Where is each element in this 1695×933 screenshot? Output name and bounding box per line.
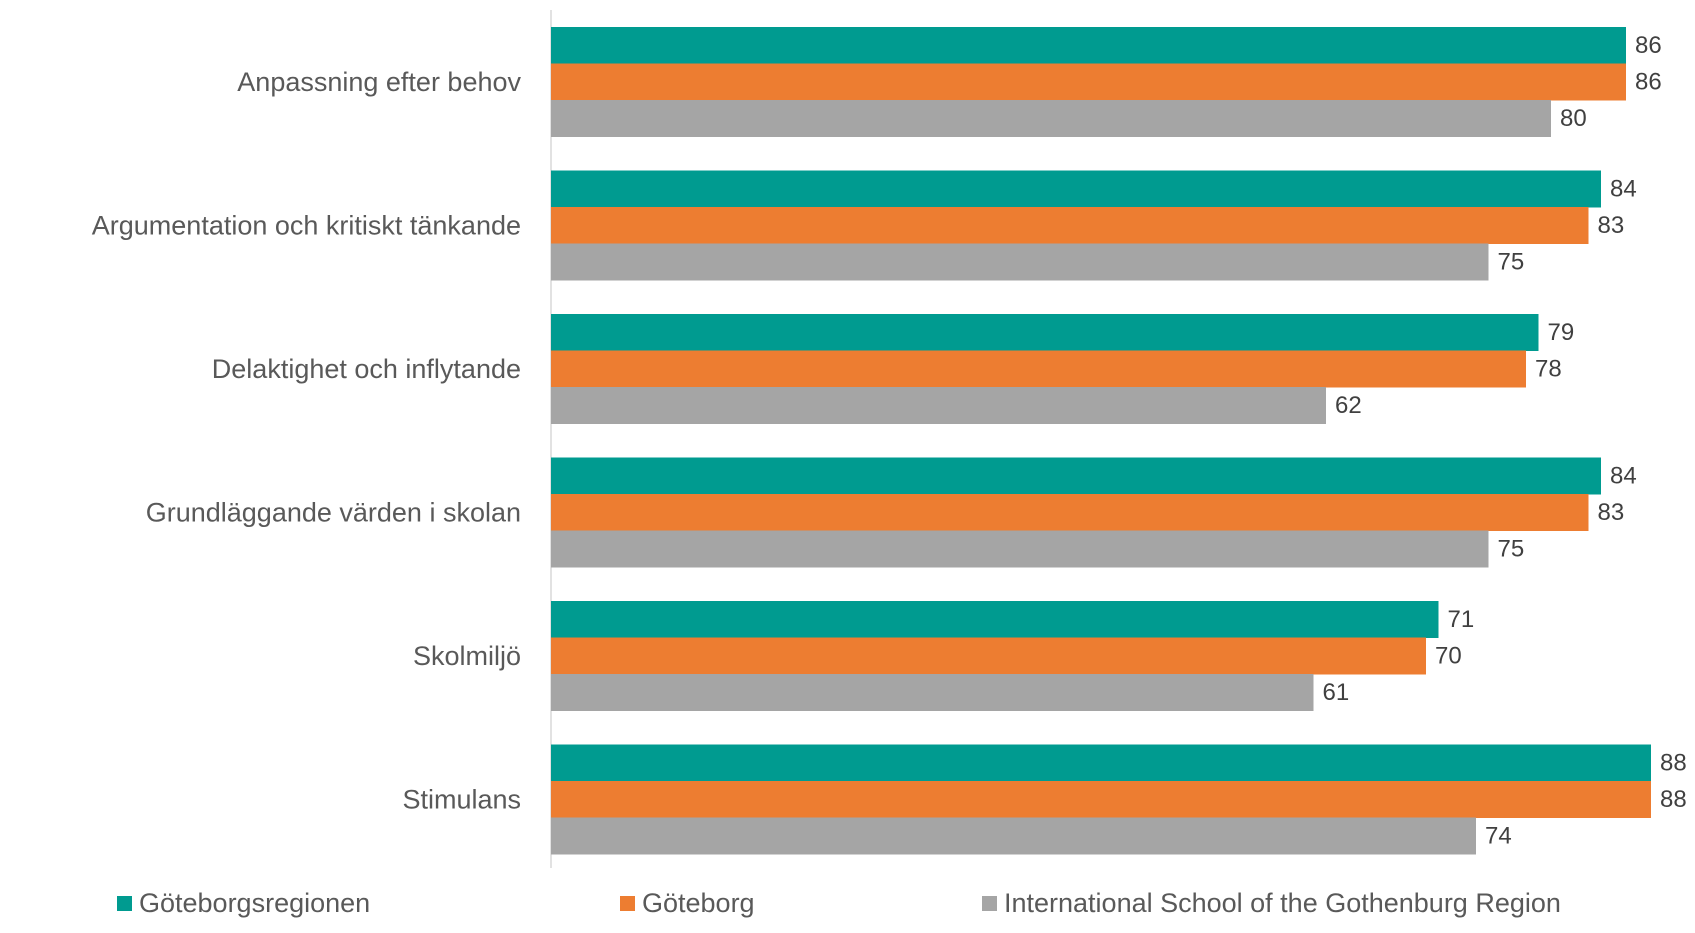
bar-goteborgsregionen-argumentation-och-kritiskt-tankande[interactable]	[551, 170, 1601, 208]
data-label-goteborgsregionen-argumentation-och-kritiskt-tankande: 84	[1610, 176, 1637, 203]
data-label-goteborg-skolmiljo: 70	[1435, 643, 1462, 670]
bar-goteborgsregionen-stimulans[interactable]	[551, 744, 1651, 782]
bar-goteborgsregionen-skolmiljo[interactable]	[551, 601, 1439, 638]
legend-swatch-international-school	[982, 895, 997, 911]
data-label-goteborg-stimulans: 88	[1660, 786, 1687, 813]
legend-label-goteborg: Göteborg	[642, 887, 755, 918]
data-labels-group: 86 86 80 84 83 75 79 78 62 84 83 75 71 70 61 88 88 74	[1323, 32, 1687, 850]
category-label-grundlaggande-varden-i-skolan: Grundläggande värden i skolan	[146, 498, 521, 528]
data-label-international-school-of-the-gothenburg-region-delaktighet-och-inflytande: 62	[1335, 392, 1362, 419]
legend-item-goteborgsregionen[interactable]: Göteborgsregionen	[117, 880, 370, 926]
bar-goteborg-anpassning-efter-behov[interactable]	[551, 63, 1626, 101]
data-label-international-school-of-the-gothenburg-region-argumentation-och-kritiskt-tankande: 75	[1498, 249, 1525, 276]
category-label-delaktighet-och-inflytande: Delaktighet och inflytande	[212, 354, 521, 384]
legend-item-goteborg[interactable]: Göteborg	[620, 880, 755, 926]
bar-international-school-of-the-gothenburg-region-stimulans[interactable]	[551, 817, 1476, 855]
data-label-international-school-of-the-gothenburg-region-anpassning-efter-behov: 80	[1560, 105, 1587, 132]
bar-international-school-of-the-gothenburg-region-argumentation-och-kritiskt-tankande[interactable]	[551, 243, 1489, 281]
data-label-goteborg-argumentation-och-kritiskt-tankande: 83	[1598, 212, 1625, 239]
data-label-goteborgsregionen-skolmiljo: 71	[1448, 606, 1475, 633]
bar-goteborg-argumentation-och-kritiskt-tankande[interactable]	[551, 207, 1589, 244]
bar-international-school-of-the-gothenburg-region-grundlaggande-varden-i-skolan[interactable]	[551, 530, 1489, 568]
legend-swatch-goteborgsregionen	[117, 895, 132, 911]
legend-label-international-school: International School of the Gothenburg R…	[1004, 887, 1561, 918]
category-label-argumentation-och-kritiskt-tankande: Argumentation och kritiskt tänkande	[92, 211, 521, 241]
category-label-stimulans: Stimulans	[402, 785, 521, 815]
bars-group	[551, 27, 1651, 855]
category-label-anpassning-efter-behov: Anpassning efter behov	[237, 67, 521, 97]
bar-goteborgsregionen-grundlaggande-varden-i-skolan[interactable]	[551, 457, 1601, 495]
category-labels: Anpassning efter behov Argumentation och …	[92, 67, 522, 815]
bar-goteborg-stimulans[interactable]	[551, 781, 1651, 818]
legend-item-international-school[interactable]: International School of the Gothenburg R…	[982, 880, 1561, 926]
bar-international-school-of-the-gothenburg-region-delaktighet-och-inflytande[interactable]	[551, 387, 1326, 424]
legend: Göteborgsregionen Göteborg International…	[0, 880, 1695, 930]
data-label-goteborg-anpassning-efter-behov: 86	[1635, 69, 1662, 96]
bar-goteborgsregionen-delaktighet-och-inflytande[interactable]	[551, 314, 1539, 351]
bar-goteborg-grundlaggande-varden-i-skolan[interactable]	[551, 494, 1589, 531]
data-label-international-school-of-the-gothenburg-region-skolmiljo: 61	[1323, 679, 1350, 706]
data-label-goteborgsregionen-grundlaggande-varden-i-skolan: 84	[1610, 463, 1637, 490]
data-label-goteborgsregionen-delaktighet-och-inflytande: 79	[1548, 319, 1575, 346]
bar-goteborg-skolmiljo[interactable]	[551, 637, 1426, 675]
bar-goteborgsregionen-anpassning-efter-behov[interactable]	[551, 27, 1626, 64]
data-label-goteborgsregionen-stimulans: 88	[1660, 750, 1687, 777]
bar-goteborg-delaktighet-och-inflytande[interactable]	[551, 350, 1526, 388]
data-label-goteborgsregionen-anpassning-efter-behov: 86	[1635, 32, 1662, 59]
bar-international-school-of-the-gothenburg-region-skolmiljo[interactable]	[551, 674, 1314, 711]
data-label-international-school-of-the-gothenburg-region-stimulans: 74	[1485, 823, 1512, 850]
data-label-international-school-of-the-gothenburg-region-grundlaggande-varden-i-skolan: 75	[1498, 536, 1525, 563]
data-label-goteborg-grundlaggande-varden-i-skolan: 83	[1598, 499, 1625, 526]
data-label-goteborg-delaktighet-och-inflytande: 78	[1535, 356, 1562, 383]
bar-international-school-of-the-gothenburg-region-anpassning-efter-behov[interactable]	[551, 100, 1551, 137]
legend-swatch-goteborg	[620, 895, 635, 911]
legend-label-goteborgsregionen: Göteborgsregionen	[139, 887, 371, 918]
category-label-skolmiljo: Skolmiljö	[413, 641, 521, 671]
